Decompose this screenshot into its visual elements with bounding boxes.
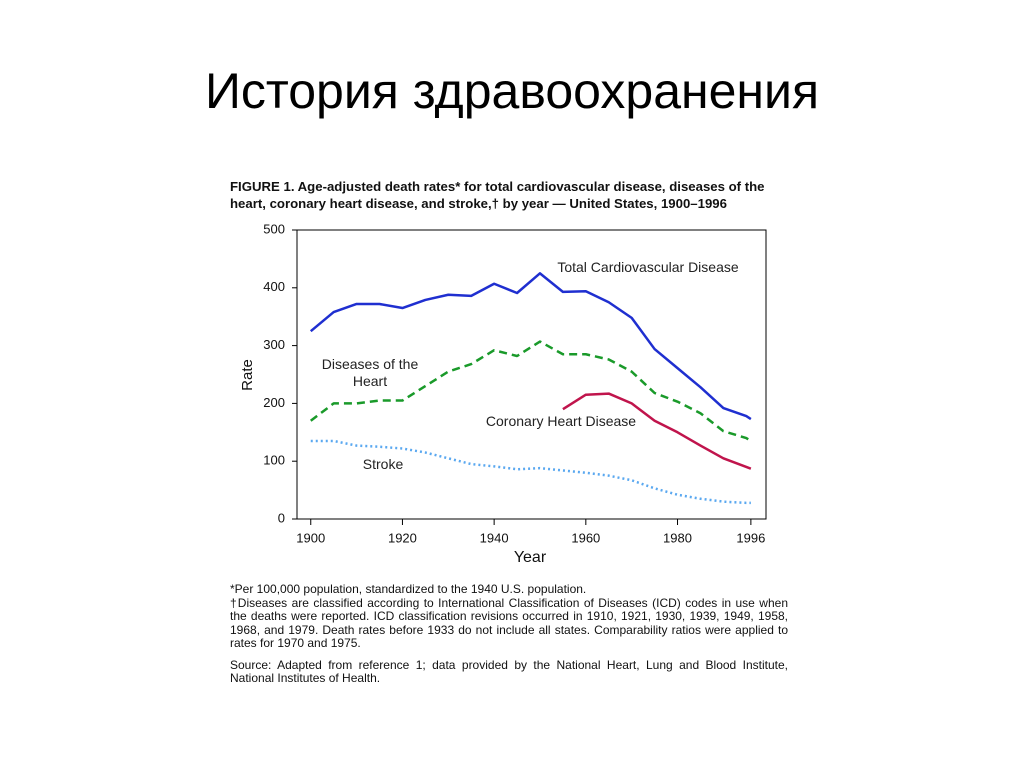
- series-label: Total Cardiovascular Disease: [557, 259, 739, 275]
- series-label: Diseases of the Heart: [321, 356, 419, 389]
- x-tick-label: 1980: [663, 530, 692, 545]
- slide-title: История здравоохранения: [204, 63, 820, 119]
- y-tick-label: 200: [263, 395, 285, 410]
- x-tick-label: 1940: [480, 530, 509, 545]
- footnote: *Per 100,000 population, standardized to…: [230, 582, 587, 596]
- figure-caption: FIGURE 1. Age-adjusted death rates* for …: [230, 179, 765, 211]
- series-line: [309, 272, 752, 421]
- y-tick-label: 500: [263, 221, 285, 236]
- y-tick-label: 100: [263, 453, 285, 468]
- footnotes: *Per 100,000 population, standardized to…: [230, 582, 788, 686]
- y-tick-label: 0: [278, 510, 285, 525]
- series-label: Stroke: [362, 456, 404, 472]
- plot-frame: [296, 229, 767, 520]
- source-note: Source: Adapted from reference 1; data p…: [230, 657, 788, 685]
- x-tick-label: 1900: [296, 530, 325, 545]
- x-tick-label: 1920: [388, 530, 417, 545]
- series-line: [310, 439, 751, 505]
- series-line: [309, 340, 752, 443]
- x-tick-label: 1996: [736, 530, 765, 545]
- y-tick-label: 400: [263, 279, 285, 294]
- y-tick-label: 300: [263, 337, 285, 352]
- y-axis-label: Rate: [239, 359, 256, 391]
- footnote: †Diseases are classified according to In…: [230, 595, 788, 650]
- x-tick-label: 1960: [571, 530, 600, 545]
- series-line: [562, 392, 752, 470]
- series-label: Coronary Heart Disease: [485, 413, 637, 429]
- x-axis-label: Year: [514, 549, 547, 566]
